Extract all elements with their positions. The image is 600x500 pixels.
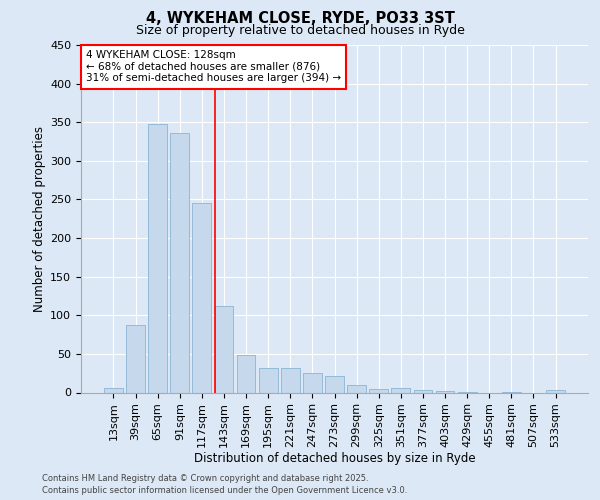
Text: Contains HM Land Registry data © Crown copyright and database right 2025.: Contains HM Land Registry data © Crown c… [42, 474, 368, 483]
Bar [126, 324, 145, 392]
Bar [347, 385, 366, 392]
Bar [170, 133, 189, 392]
X-axis label: Distribution of detached houses by size in Ryde: Distribution of detached houses by size … [194, 452, 475, 464]
Bar [413, 390, 433, 392]
Bar [148, 124, 167, 392]
Bar [370, 388, 388, 392]
Bar [281, 368, 299, 392]
Bar [259, 368, 278, 392]
Bar [215, 306, 233, 392]
Bar [193, 202, 211, 392]
Bar [436, 391, 454, 392]
Text: 4 WYKEHAM CLOSE: 128sqm
← 68% of detached houses are smaller (876)
31% of semi-d: 4 WYKEHAM CLOSE: 128sqm ← 68% of detache… [86, 50, 341, 84]
Bar [325, 376, 344, 392]
Bar [546, 390, 565, 392]
Text: 4, WYKEHAM CLOSE, RYDE, PO33 3ST: 4, WYKEHAM CLOSE, RYDE, PO33 3ST [146, 11, 454, 26]
Bar [236, 354, 256, 393]
Bar [104, 388, 123, 392]
Bar [303, 373, 322, 392]
Y-axis label: Number of detached properties: Number of detached properties [33, 126, 46, 312]
Text: Contains public sector information licensed under the Open Government Licence v3: Contains public sector information licen… [42, 486, 407, 495]
Text: Size of property relative to detached houses in Ryde: Size of property relative to detached ho… [136, 24, 464, 37]
Bar [391, 388, 410, 392]
